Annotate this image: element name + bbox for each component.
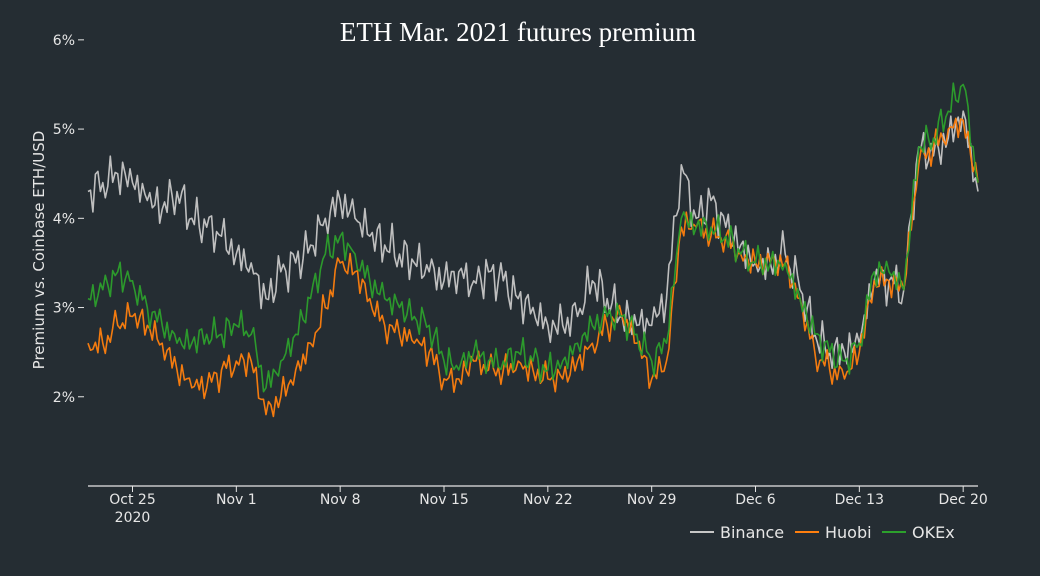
x-tick-label: Oct 25 bbox=[109, 492, 155, 508]
x-tick-year-label: 2020 bbox=[115, 510, 151, 526]
x-tick-label: Nov 22 bbox=[523, 492, 573, 508]
legend-item-okex[interactable]: OKEx bbox=[882, 523, 955, 542]
y-axis: 2% 3% 4% 5% 6% bbox=[53, 33, 84, 406]
series-line-okex bbox=[87, 82, 979, 393]
x-tick-label: Nov 8 bbox=[320, 492, 361, 508]
legend-item-huobi[interactable]: Huobi bbox=[795, 523, 872, 542]
y-tick-label: 4% bbox=[53, 211, 75, 227]
y-tick-label: 2% bbox=[53, 390, 75, 406]
legend-label: OKEx bbox=[912, 523, 955, 542]
x-tick-label: Nov 29 bbox=[627, 492, 677, 508]
x-tick-label: Dec 6 bbox=[735, 492, 776, 508]
legend-label: Binance bbox=[720, 523, 784, 542]
chart-title: ETH Mar. 2021 futures premium bbox=[340, 17, 696, 47]
y-tick-label: 3% bbox=[53, 301, 75, 317]
x-tick-label: Nov 15 bbox=[419, 492, 469, 508]
y-tick-label: 5% bbox=[53, 122, 75, 138]
legend-label: Huobi bbox=[825, 523, 872, 542]
x-tick-label: Dec 20 bbox=[938, 492, 987, 508]
legend[interactable]: Binance Huobi OKEx bbox=[690, 523, 955, 542]
x-axis: Oct 25 2020 Nov 1 Nov 8 Nov 15 Nov 22 Nov 29 De… bbox=[88, 485, 988, 526]
series-line-binance bbox=[87, 110, 979, 370]
legend-item-binance[interactable]: Binance bbox=[690, 523, 784, 542]
x-tick-label: Nov 1 bbox=[216, 492, 257, 508]
plot-area bbox=[87, 82, 979, 418]
y-tick-label: 6% bbox=[53, 33, 75, 49]
y-axis-label: Premium vs. Coinbase ETH/USD bbox=[30, 131, 48, 370]
series-line-huobi bbox=[87, 117, 979, 418]
x-tick-label: Dec 13 bbox=[835, 492, 884, 508]
